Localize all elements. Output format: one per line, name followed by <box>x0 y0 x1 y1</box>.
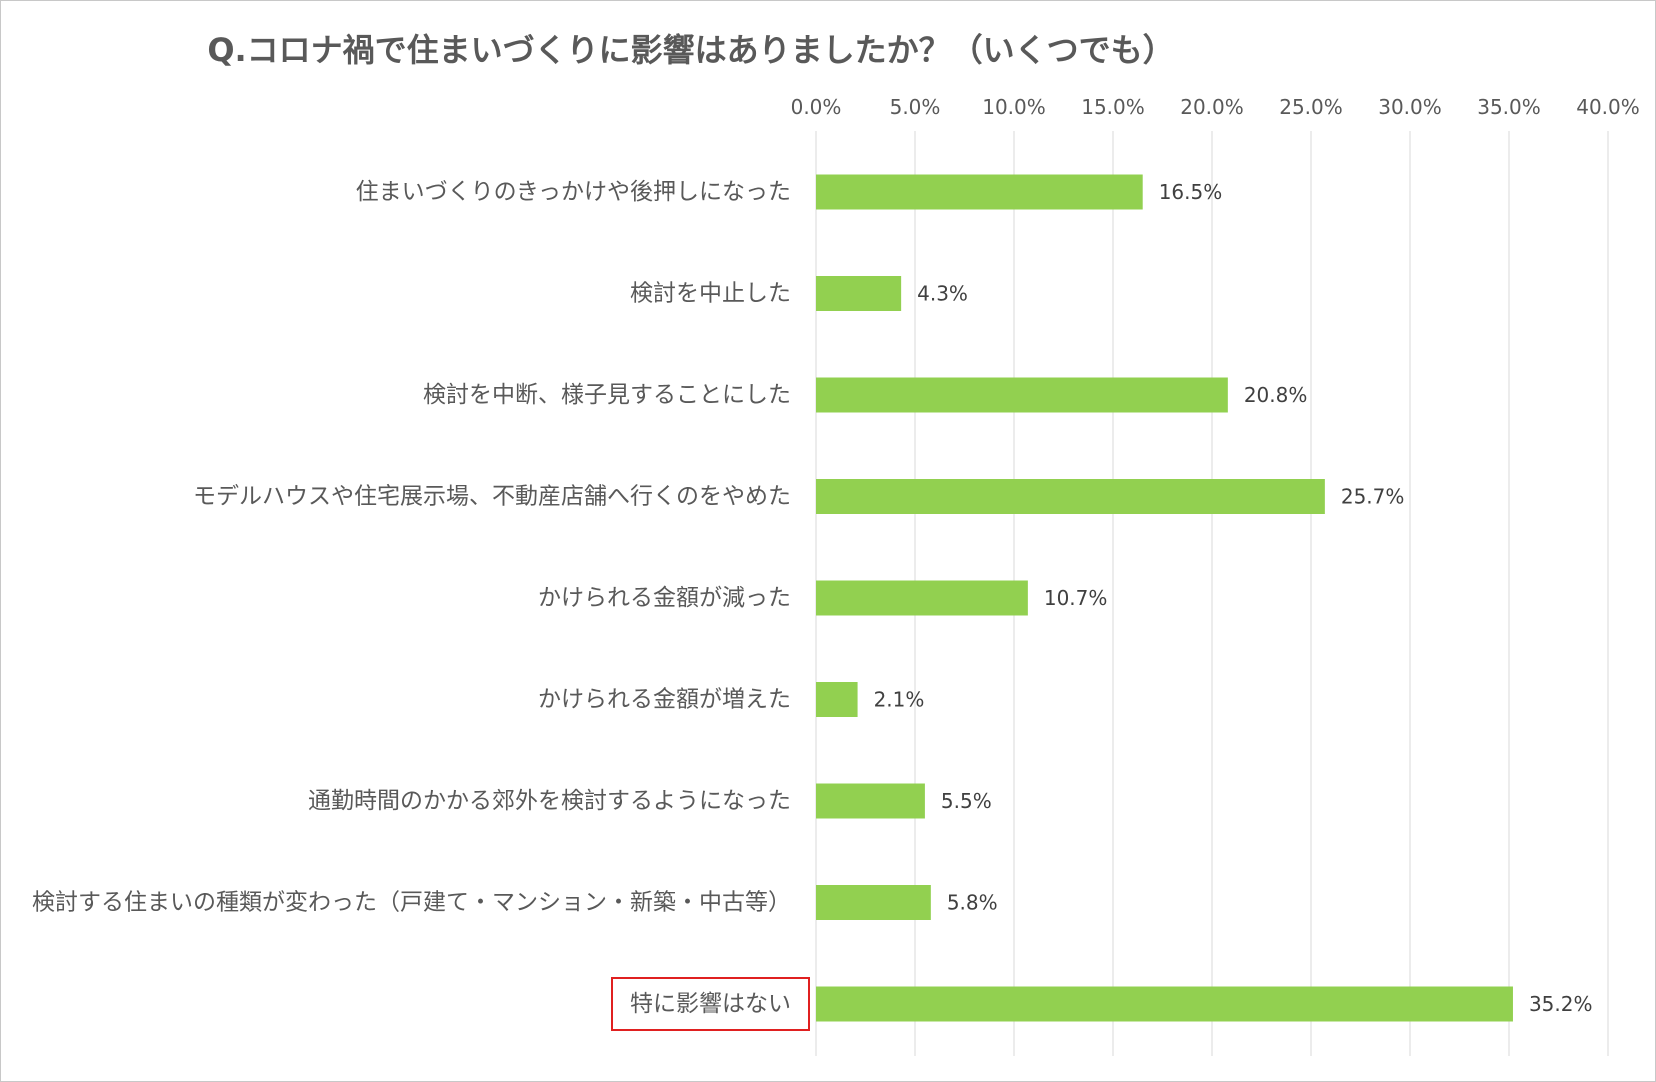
data-label: 25.7% <box>1341 485 1405 509</box>
bar <box>816 174 1143 210</box>
category-label: 通勤時間のかかる郊外を検討するようになった <box>308 788 791 814</box>
data-label: 35.2% <box>1529 992 1593 1016</box>
bar <box>816 885 931 920</box>
category-label: 検討を中断、様子見することにした <box>423 382 791 408</box>
x-tick-label: 25.0% <box>1279 95 1343 119</box>
category-labels: 住まいづくりのきっかけや後押しになった検討を中止した検討を中断、様子見することに… <box>32 179 791 1017</box>
category-label: かけられる金額が減った <box>538 585 791 611</box>
highlight-layer <box>611 977 810 1031</box>
category-label: 検討を中止した <box>630 281 791 307</box>
category-label: モデルハウスや住宅展示場、不動産店舗へ行くのをやめた <box>193 484 791 510</box>
x-axis-ticks: 0.0% 5.0% 10.0% 15.0% 20.0% 25.0% 30.0% 35.0% 40… <box>791 95 1640 119</box>
data-label: 4.3% <box>917 282 968 306</box>
x-tick-label: 0.0% <box>791 95 842 119</box>
data-label: 2.1% <box>874 688 925 712</box>
bar <box>816 276 902 311</box>
chart-title: Q.コロナ禍で住まいづくりに影響はありましたか？（いくつでも） <box>207 31 1175 69</box>
category-label: かけられる金額が増えた <box>538 687 791 713</box>
x-tick-label: 15.0% <box>1081 95 1145 119</box>
x-tick-label: 40.0% <box>1576 95 1640 119</box>
bars <box>816 174 1513 1022</box>
highlight-box <box>611 977 810 1031</box>
data-label: 5.8% <box>947 891 998 915</box>
category-label: 住まいづくりのきっかけや後押しになった <box>356 179 791 205</box>
x-tick-label: 30.0% <box>1378 95 1442 119</box>
bar <box>816 682 858 717</box>
category-label: 特に影響はない <box>630 991 791 1017</box>
data-label: 20.8% <box>1244 383 1308 407</box>
data-label: 5.5% <box>941 789 992 813</box>
bar <box>816 479 1325 514</box>
bar <box>816 580 1028 616</box>
data-label: 16.5% <box>1159 180 1223 204</box>
value-labels: 16.5% 4.3% 20.8% 25.7% 10.7% 2.1% 5.5% 5.8% 35.2… <box>874 180 1593 1016</box>
x-tick-label: 35.0% <box>1477 95 1541 119</box>
x-tick-label: 10.0% <box>982 95 1046 119</box>
bar <box>816 377 1228 413</box>
x-tick-label: 5.0% <box>890 95 941 119</box>
x-tick-label: 20.0% <box>1180 95 1244 119</box>
bar <box>816 986 1513 1022</box>
category-label: 検討する住まいの種類が変わった（戸建て・マンション・新築・中古等） <box>32 890 791 916</box>
data-label: 10.7% <box>1044 586 1108 610</box>
bar <box>816 783 925 819</box>
